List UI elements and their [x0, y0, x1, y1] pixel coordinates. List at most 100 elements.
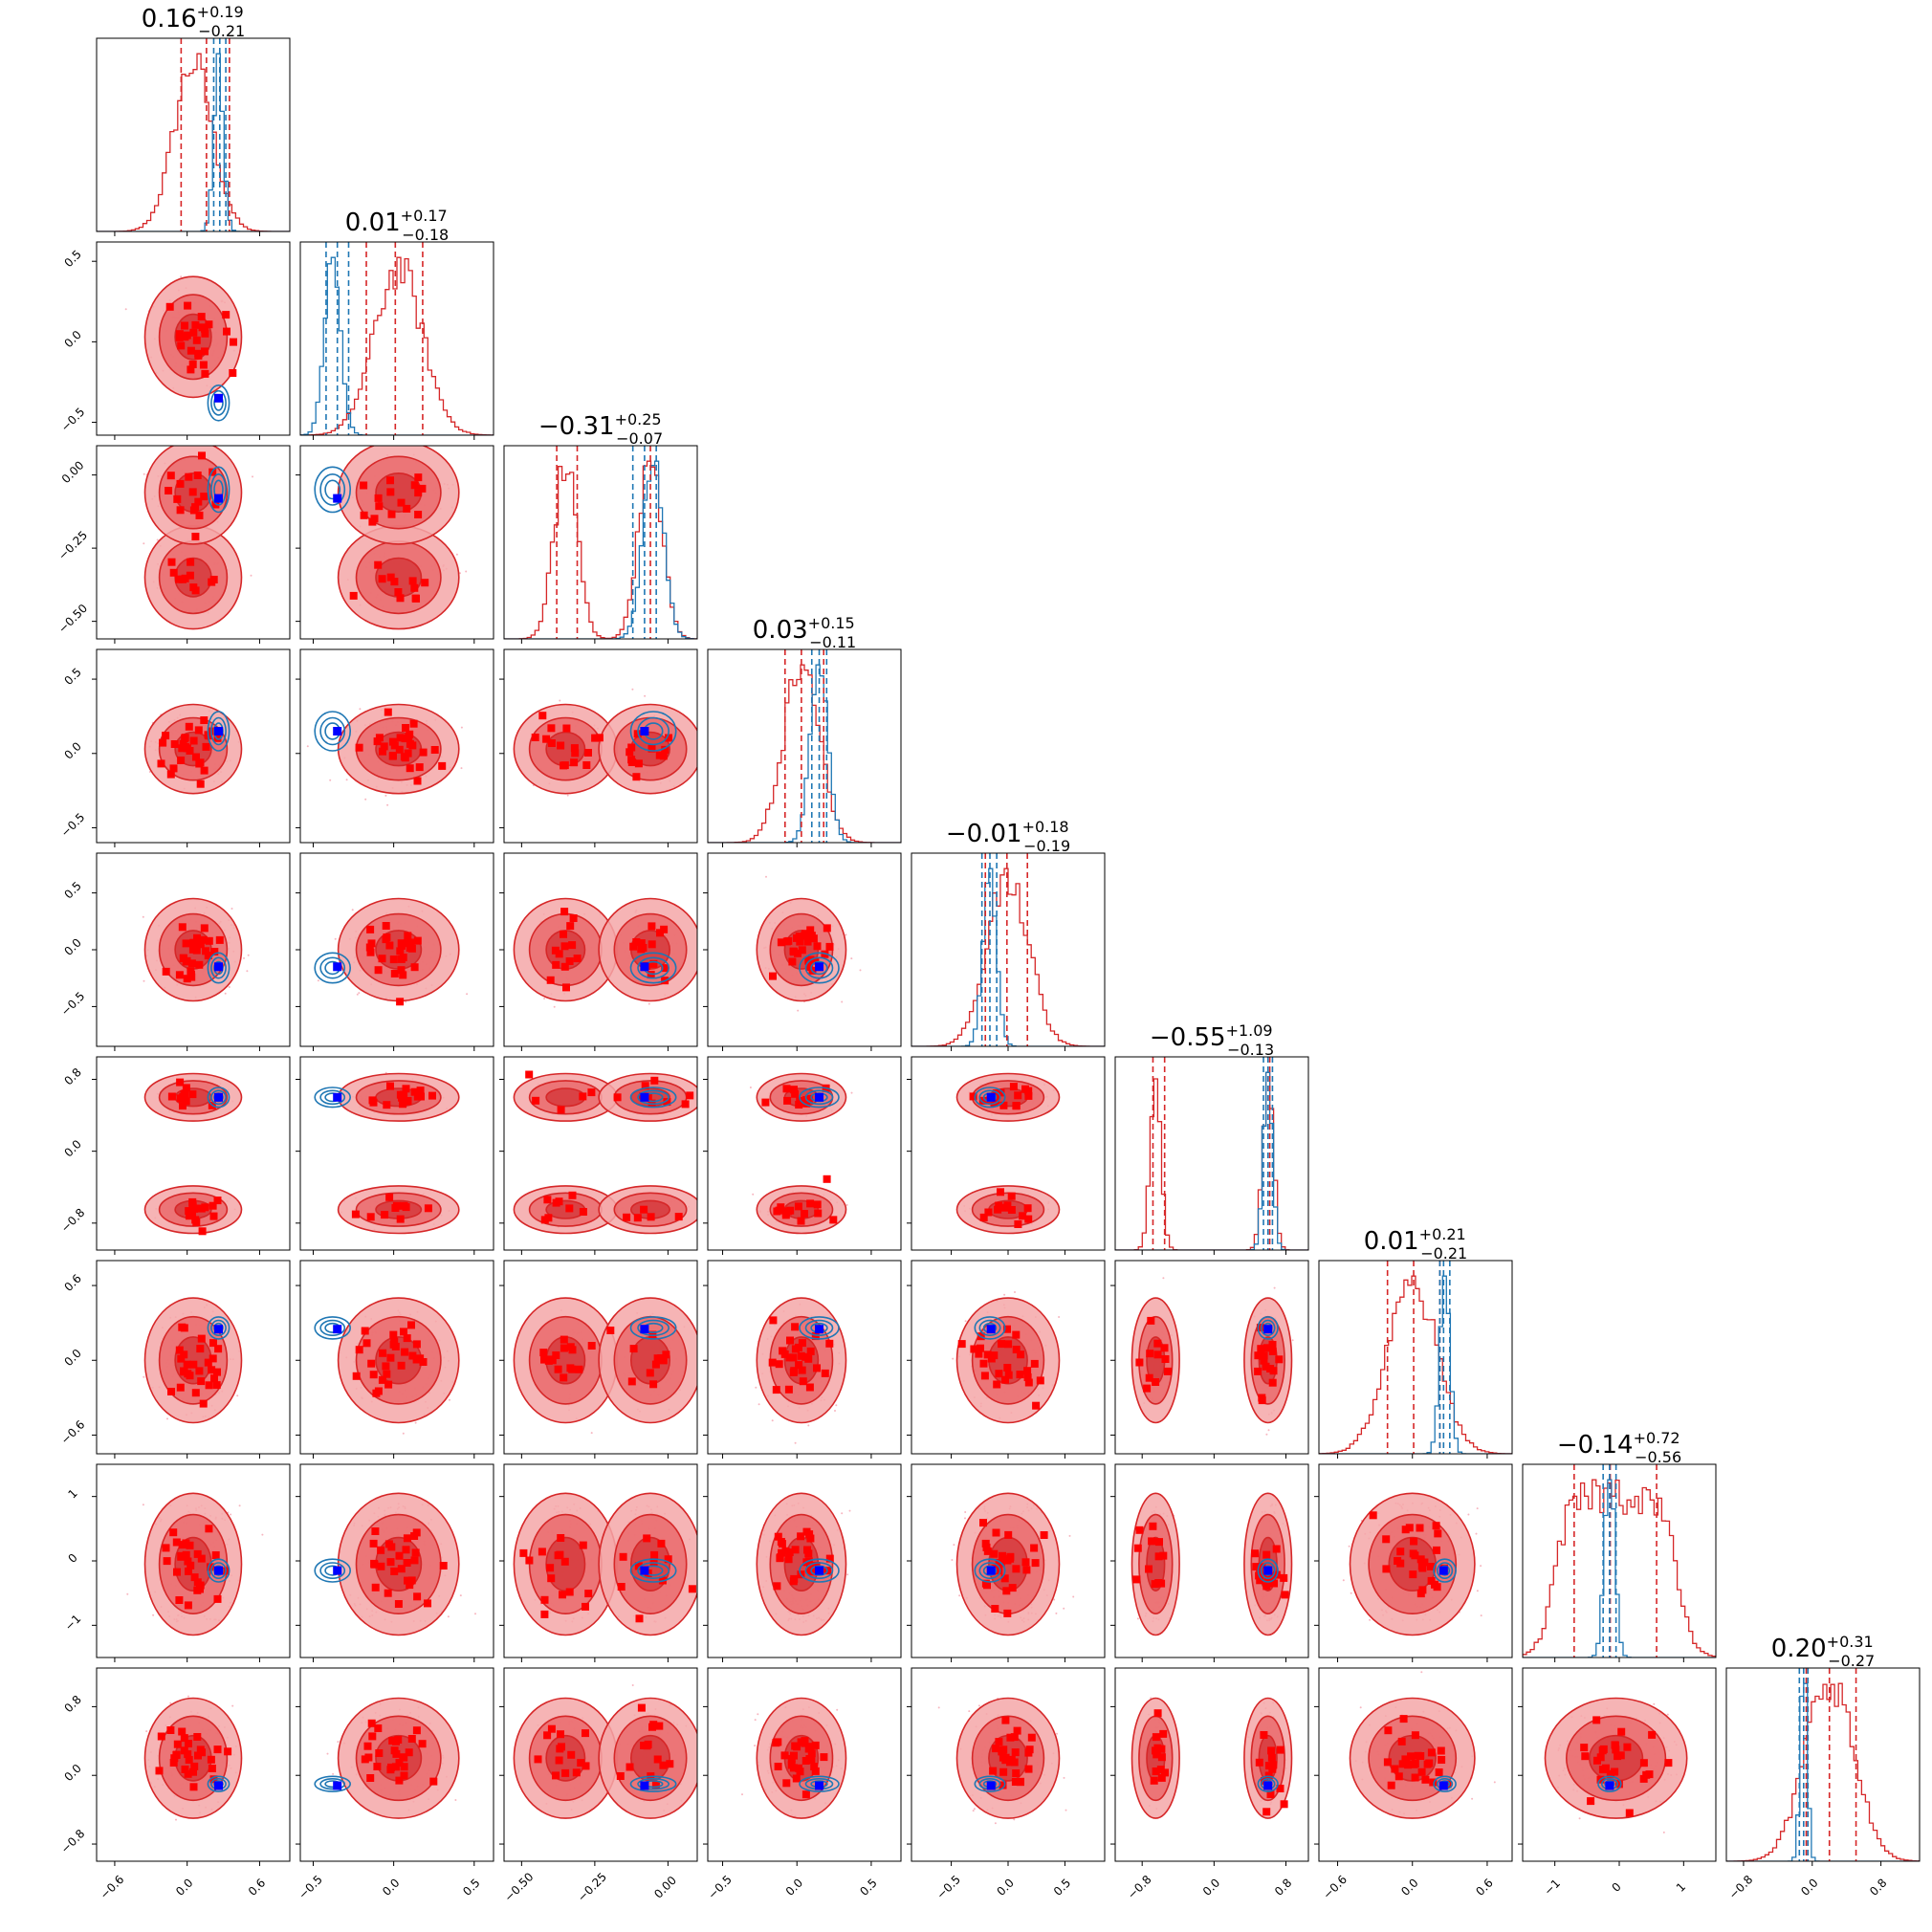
sample-marker [784, 1385, 793, 1394]
sample-marker [214, 1345, 223, 1353]
scatter-panel-6-2 [499, 1260, 698, 1459]
sample-marker [162, 967, 170, 976]
truth-marker [333, 962, 342, 972]
panel-content [1115, 1057, 1308, 1250]
sample-marker [360, 481, 368, 490]
sample-point [345, 779, 348, 781]
sample-point [306, 745, 309, 748]
sample-marker [1153, 1339, 1162, 1348]
posterior-histogram [1319, 1275, 1512, 1454]
sample-point [807, 1424, 810, 1427]
sample-marker [1254, 1351, 1262, 1360]
sample-marker [181, 321, 188, 330]
truth-marker [333, 1566, 342, 1575]
sample-marker [406, 739, 414, 748]
sample-marker [1009, 1083, 1018, 1091]
sample-marker [209, 576, 218, 583]
posterior-contour [207, 384, 231, 422]
truth-marker [214, 727, 223, 735]
sample-marker [979, 1213, 988, 1221]
sample-marker [649, 959, 658, 968]
sample-point [749, 1087, 752, 1088]
sample-marker [399, 1100, 407, 1109]
sample-marker [782, 1085, 791, 1093]
sample-marker [430, 746, 439, 754]
panel-content [513, 897, 697, 1008]
sample-marker [805, 963, 814, 972]
posterior-contour [974, 1087, 1006, 1109]
sample-marker [209, 1354, 217, 1363]
sample-marker [396, 947, 405, 955]
panel-content [513, 1070, 697, 1235]
sample-marker [371, 1583, 380, 1592]
sample-marker [197, 313, 206, 321]
red-samples [351, 1082, 436, 1223]
panel-content [314, 446, 468, 630]
sample-marker [402, 724, 409, 732]
sample-marker [189, 506, 198, 515]
sample-marker [197, 1377, 206, 1386]
panel-content [142, 897, 250, 1002]
sample-marker [562, 983, 570, 992]
posterior-histogram [504, 460, 697, 639]
sample-point [238, 1504, 241, 1507]
sample-point [447, 1615, 450, 1618]
sample-marker [396, 594, 405, 603]
sample-marker [1007, 1192, 1016, 1200]
sample-marker [411, 1548, 420, 1557]
sample-marker [374, 1387, 383, 1395]
sample-marker [566, 922, 575, 931]
sample-point [252, 475, 253, 478]
param-title-3: 0.03+0.15 −0.11 [753, 614, 856, 651]
y-tick-label: −0.5 [58, 405, 88, 434]
sample-marker [186, 747, 194, 755]
sample-marker [205, 320, 213, 329]
scatter-panel-4-3 [703, 852, 902, 1051]
scatter-panel-4-1 [296, 852, 494, 1051]
sample-point [356, 993, 359, 996]
sample-marker [210, 948, 219, 955]
sample-marker [378, 955, 386, 963]
hist-panel-3: 0.03+0.15 −0.11 [707, 614, 902, 847]
posterior-contour [804, 956, 834, 979]
sample-marker [646, 1369, 654, 1377]
sample-point [250, 574, 252, 577]
sample-marker [1262, 1344, 1271, 1352]
posterior-contour [207, 1558, 231, 1583]
sample-marker [191, 1216, 200, 1224]
sample-marker [199, 935, 208, 944]
truth-marker [214, 1092, 223, 1102]
posterior-contour [319, 1562, 346, 1580]
truth-marker [214, 1566, 223, 1575]
posterior-contour [210, 1562, 227, 1580]
sample-marker [565, 957, 574, 965]
sample-marker [648, 922, 656, 931]
sample-marker [215, 935, 224, 944]
sample-marker [414, 473, 423, 482]
sample-marker [560, 1335, 568, 1344]
sample-marker [396, 1090, 405, 1099]
sample-point [143, 979, 145, 982]
sample-marker [779, 1347, 787, 1355]
sample-marker [560, 761, 568, 770]
sample-marker [1260, 1351, 1268, 1360]
y-tick-label: 0.00 [59, 458, 87, 486]
sample-marker [997, 1088, 1005, 1097]
sample-marker [191, 320, 200, 329]
panel-frame [299, 648, 494, 844]
sample-marker [1268, 1378, 1277, 1387]
panel-frame [299, 241, 494, 436]
sample-marker [196, 779, 205, 788]
panel-content [955, 1072, 1061, 1235]
sample-marker [575, 1365, 583, 1373]
sample-marker [623, 1213, 631, 1221]
y-tick-label: −0.6 [58, 1417, 88, 1447]
sample-point [351, 909, 354, 911]
sample-marker [368, 1096, 377, 1105]
sample-marker [1032, 1401, 1041, 1410]
sample-marker [367, 1359, 376, 1368]
sample-marker [186, 571, 194, 580]
sample-marker [639, 944, 648, 952]
sample-marker [180, 1367, 187, 1375]
y-tick-label: 1 [66, 1486, 80, 1501]
